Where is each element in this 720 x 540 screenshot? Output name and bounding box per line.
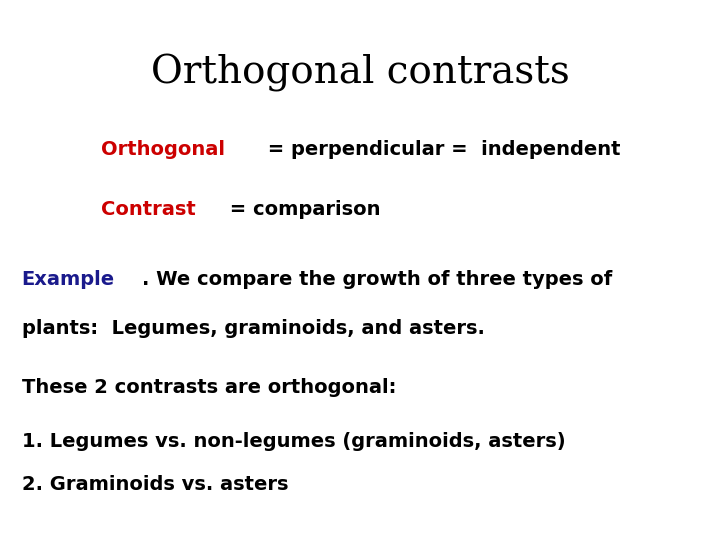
Text: 1. Legumes vs. non-legumes (graminoids, asters): 1. Legumes vs. non-legumes (graminoids, …	[22, 432, 565, 451]
Text: = comparison: = comparison	[223, 200, 381, 219]
Text: plants:  Legumes, graminoids, and asters.: plants: Legumes, graminoids, and asters.	[22, 319, 485, 338]
Text: Example: Example	[22, 270, 114, 289]
Text: . We compare the growth of three types of: . We compare the growth of three types o…	[142, 270, 612, 289]
Text: These 2 contrasts are orthogonal:: These 2 contrasts are orthogonal:	[22, 378, 396, 397]
Text: Orthogonal contrasts: Orthogonal contrasts	[150, 54, 570, 92]
Text: = perpendicular =  independent: = perpendicular = independent	[261, 140, 621, 159]
Text: 2. Graminoids vs. asters: 2. Graminoids vs. asters	[22, 475, 288, 494]
Text: Orthogonal: Orthogonal	[101, 140, 225, 159]
Text: Contrast: Contrast	[101, 200, 196, 219]
